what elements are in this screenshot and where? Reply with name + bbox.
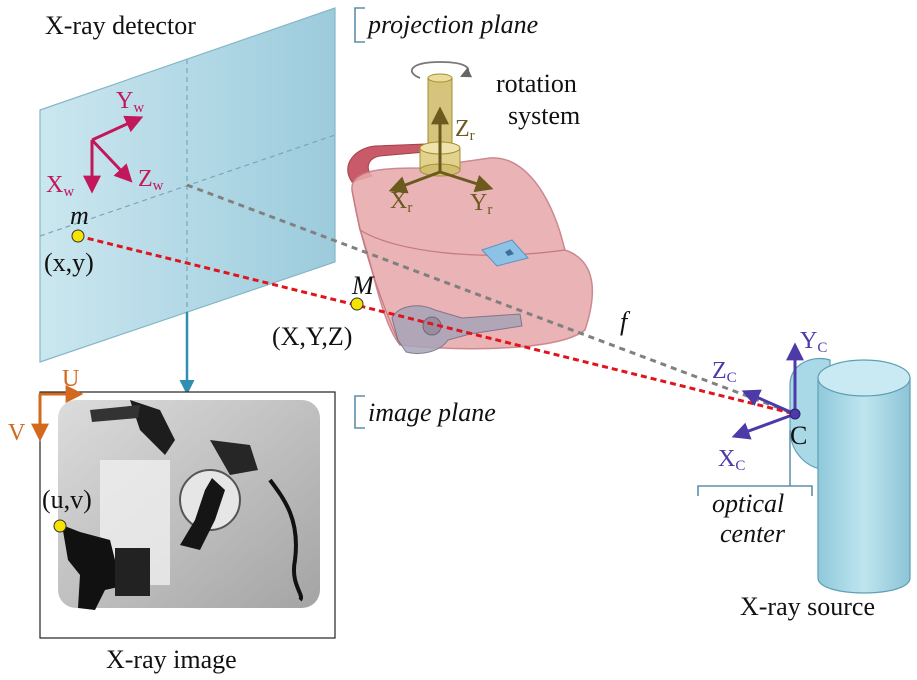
camera-y-label: YC <box>800 328 827 356</box>
projection-ray <box>77 234 796 416</box>
xray-source <box>789 357 911 594</box>
world-axes <box>83 115 144 194</box>
point-m-label: m <box>70 201 89 230</box>
rotation-z-label: Zr <box>455 116 475 144</box>
optical-center-bracket <box>697 485 813 496</box>
image-u-label: U <box>62 366 79 392</box>
optical-axis-line <box>186 183 796 416</box>
point-M-label: M <box>351 271 375 300</box>
optical-center-C-label: C <box>790 421 807 450</box>
point-uv-label: (u,v) <box>42 485 92 514</box>
point-M-coords: (X,Y,Z) <box>272 322 352 351</box>
image-v-label: V <box>8 420 26 446</box>
rotation-x-label: Xr <box>390 188 412 216</box>
projection-plane-label: projection plane <box>366 10 538 39</box>
point-uv <box>53 519 67 533</box>
image-plane-label: image plane <box>368 398 496 427</box>
point-m-coords: (x,y) <box>44 248 94 277</box>
point-m <box>71 229 85 243</box>
focal-length-label: f <box>620 307 631 336</box>
rotation-y-label: Yr <box>470 190 492 218</box>
image-plane-bracket <box>354 395 365 429</box>
camera-z-label: ZC <box>712 358 737 386</box>
rotation-circular-arrow <box>410 61 473 79</box>
xray-image-label: X-ray image <box>106 645 237 674</box>
optical-center-label-line1: optical <box>712 489 784 518</box>
world-y-label: Yw <box>116 88 144 116</box>
rotation-label-line2: system <box>508 101 580 130</box>
camera-x-label: XC <box>718 446 745 474</box>
rotation-label-line1: rotation <box>496 69 577 98</box>
world-z-label: Zw <box>138 166 164 194</box>
world-x-label: Xw <box>46 172 74 200</box>
rotation-axes <box>388 106 494 194</box>
projection-plane-bracket <box>354 7 365 43</box>
image-axes <box>31 385 84 442</box>
xray-source-label: X-ray source <box>740 592 875 621</box>
camera-axes <box>731 342 804 440</box>
optical-center-point <box>789 408 801 420</box>
optical-center-label-line2: center <box>720 519 786 548</box>
point-M <box>350 297 364 311</box>
baggage-object <box>347 143 594 354</box>
xray-image <box>39 391 336 639</box>
detector-label: X-ray detector <box>45 11 196 40</box>
